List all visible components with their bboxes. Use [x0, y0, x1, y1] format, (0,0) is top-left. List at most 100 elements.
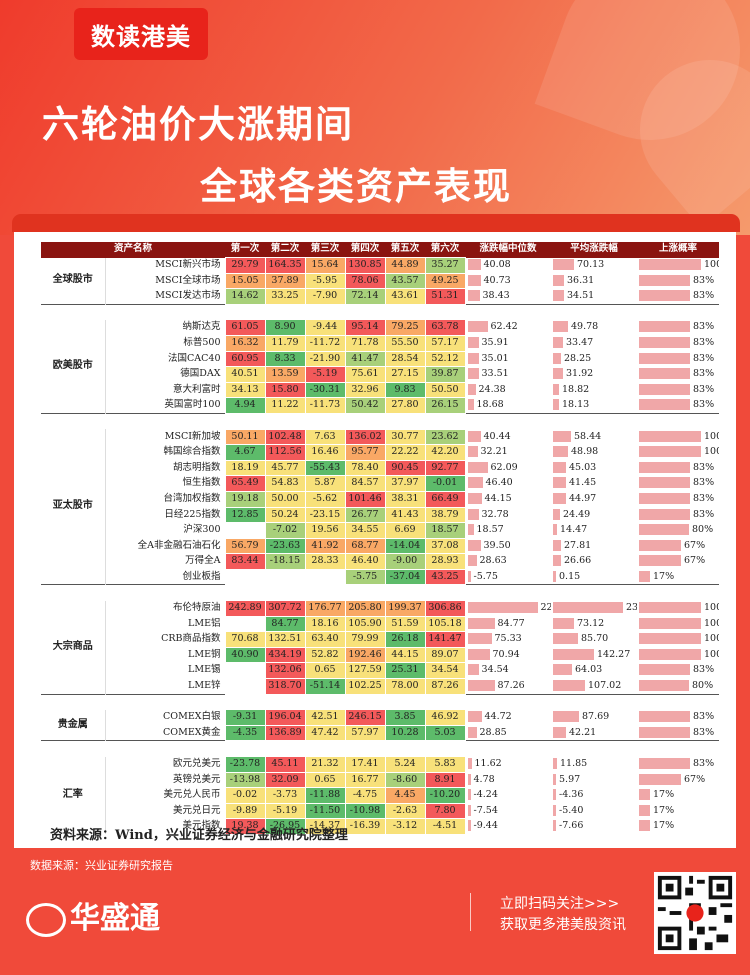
value-label: 84.77 [497, 617, 525, 629]
huashengtong-logo-icon [26, 902, 66, 937]
round-value-cell: 45.11 [264, 756, 306, 773]
value-label: 70.13 [577, 259, 605, 270]
group-separator [41, 693, 720, 710]
value-label: 87.26 [497, 679, 525, 691]
value-label: 83% [693, 321, 715, 333]
round-value-cell: 307.72 [264, 600, 306, 617]
mean-cell: 26.66 [551, 554, 637, 570]
round-value-cell: 242.89 [224, 600, 266, 617]
round-value-cell: 78.40 [344, 459, 386, 477]
table-row: 美元指数 19.38 -26.95 -14.37 -16.39 -3.12 -4.51 -9.… [41, 818, 719, 835]
probability-cell: 17% [637, 803, 719, 819]
value-label: 83% [693, 492, 715, 504]
round-value-cell: 132.51 [264, 631, 306, 648]
round-value-cell: 42.20 [424, 444, 466, 461]
median-cell: 35.01 [465, 351, 551, 367]
round-value-cell: -55.43 [304, 459, 346, 477]
round-value-cell: -7.02 [264, 522, 306, 539]
round-value-cell: 14.62 [224, 288, 266, 305]
data-bar [467, 446, 478, 458]
probability-cell: 83% [637, 476, 719, 492]
value-label: 83% [693, 758, 715, 769]
group-separator [41, 584, 720, 601]
value-label: 83% [693, 274, 715, 286]
median-cell: 46.40 [465, 476, 551, 492]
round-value-cell: -5.19 [264, 802, 306, 820]
round-value-cell: 102.48 [264, 428, 306, 446]
data-bar [639, 477, 691, 489]
column-header: 上涨概率 [637, 242, 720, 258]
qr-code-icon[interactable] [654, 872, 736, 954]
round-value-cell: 65.49 [224, 475, 266, 492]
round-value-cell: 68.77 [344, 537, 386, 555]
round-value-cell: 306.86 [424, 600, 466, 617]
value-label: 83% [693, 508, 715, 520]
value-label: 24.38 [478, 383, 506, 395]
probability-cell: 83% [637, 398, 719, 414]
median-cell: 40.08 [465, 258, 551, 274]
round-value-cell: 15.05 [224, 272, 266, 290]
round-value-cell: 43.57 [384, 272, 426, 290]
probability-cell: 83% [637, 320, 719, 336]
median-cell: 33.51 [465, 367, 551, 383]
data-bar [553, 726, 567, 738]
round-value-cell: 44.15 [384, 646, 426, 664]
value-label: 62.42 [490, 321, 518, 333]
column-header: 平均涨跌幅 [551, 242, 638, 258]
value-label: -4.36 [559, 789, 584, 801]
median-cell: 32.21 [465, 445, 551, 461]
round-value-cell: -0.01 [424, 475, 466, 492]
data-bar [553, 321, 569, 333]
round-value-cell: 136.02 [344, 428, 386, 446]
data-bar [639, 602, 702, 614]
median-cell: 24.38 [465, 382, 551, 398]
round-value-cell: 3.85 [384, 709, 426, 726]
round-value-cell: -23.63 [264, 537, 306, 555]
data-bar [467, 508, 479, 520]
table-row: 亚太股市 MSCI新加坡 50.11 102.48 7.63 136.02 30.77 23.… [41, 428, 719, 585]
round-value-cell: 50.00 [264, 490, 306, 508]
round-value-cell: 50.24 [264, 506, 306, 524]
round-value-cell: 16.46 [304, 444, 346, 461]
logo-badge: 数读港美 [74, 8, 208, 60]
round-value-cell: 66.49 [424, 490, 466, 508]
round-value-cell: 205.80 [344, 600, 386, 617]
round-value-cell: 4.45 [384, 787, 426, 804]
value-label: 33.47 [566, 336, 594, 348]
round-value-cell: 19.56 [304, 522, 346, 539]
round-value-cell: -16.39 [344, 818, 386, 835]
data-bar [639, 508, 691, 520]
asset-name: 美元指数 [182, 820, 221, 832]
median-cell: -5.75 [465, 569, 551, 585]
round-value-cell: 37.08 [424, 537, 466, 555]
round-value-cell: 10.28 [384, 724, 426, 742]
round-value-cell: 16.77 [344, 771, 386, 789]
probability-cell: 17% [637, 819, 719, 835]
round-value-cell: 5.03 [424, 724, 466, 742]
data-bar [553, 352, 562, 364]
data-bar [467, 430, 481, 442]
round-value-cell: -23.15 [304, 506, 346, 524]
value-label: 83% [693, 726, 715, 738]
round-value-cell: -2.63 [384, 802, 426, 820]
asset-name: 胡志明指数 [173, 461, 221, 473]
round-value-cell [224, 678, 266, 695]
data-bar [639, 664, 691, 676]
value-label: 73.12 [577, 617, 605, 629]
table-card: 资产名称 第一次 第二次 第三次 第四次 第五次 第六次 涨跌幅中位数 平均涨跌… [14, 232, 736, 848]
value-label: 100% [704, 259, 719, 270]
round-value-cell: 130.85 [344, 257, 386, 274]
data-bar [639, 773, 682, 785]
value-label: 27.81 [564, 539, 592, 551]
mean-cell: 85.70 [551, 632, 637, 648]
round-value-cell: -4.75 [344, 787, 386, 804]
mean-cell: -4.36 [551, 788, 637, 804]
asset-name: 布伦特原油 [173, 602, 221, 614]
round-value-cell: 18.57 [424, 522, 466, 539]
round-value-cell: 15.80 [264, 381, 306, 399]
round-value-cell: 37.89 [264, 272, 306, 290]
round-value-cell: 5.83 [424, 756, 466, 773]
round-value-cell: 16.32 [224, 334, 266, 352]
group-label: 全球股市 [41, 257, 106, 305]
column-header: 第六次 [425, 242, 466, 258]
